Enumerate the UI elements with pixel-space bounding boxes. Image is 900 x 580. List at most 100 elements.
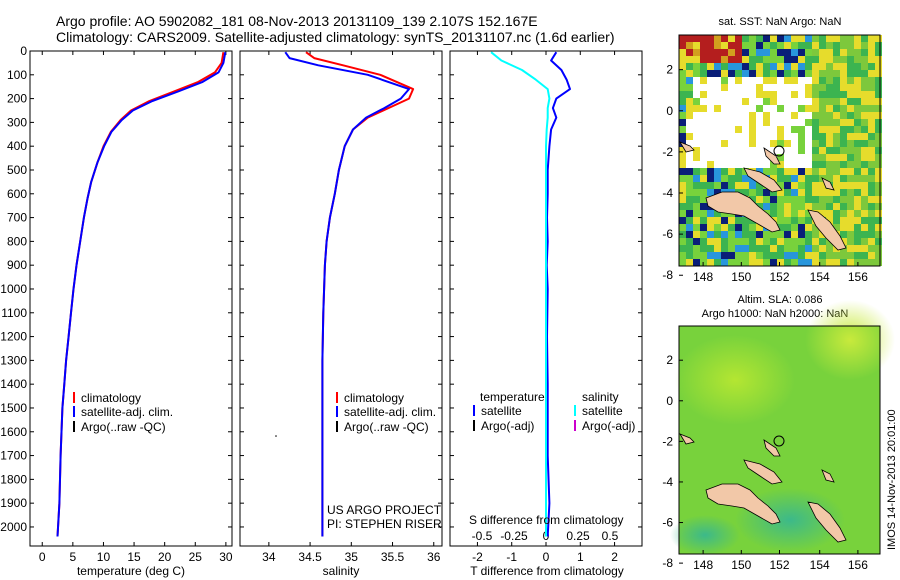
- sst-cell: [700, 42, 707, 49]
- sst-cell: [700, 217, 707, 224]
- salinity-xlabel: salinity: [323, 564, 360, 578]
- sst-cell: [805, 245, 812, 252]
- sst-cell: [798, 259, 805, 266]
- sst-cell: [847, 210, 854, 217]
- sst-cell: [742, 42, 749, 49]
- sst-cell: [679, 63, 686, 70]
- sst-cell: [749, 182, 756, 189]
- sst-cell: [686, 70, 693, 77]
- sst-cell: [679, 77, 686, 84]
- sst-cell: [679, 35, 686, 42]
- sst-cell: [805, 259, 812, 266]
- sst-cell: [679, 203, 686, 210]
- sst-cell: [679, 196, 686, 203]
- sst-map-cells: [679, 35, 882, 266]
- sst-cell: [679, 224, 686, 231]
- sst-cell: [868, 210, 875, 217]
- sst-cell: [749, 119, 756, 126]
- sst-cell: [868, 231, 875, 238]
- sst-cell: [868, 154, 875, 161]
- sst-cell: [875, 42, 882, 49]
- sst-cell: [756, 231, 763, 238]
- sst-cell: [819, 133, 826, 140]
- sst-cell: [679, 182, 686, 189]
- sst-cell: [840, 189, 847, 196]
- map-y-tick-label: -2: [662, 145, 673, 159]
- sst-cell: [756, 105, 763, 112]
- sst-cell: [742, 63, 749, 70]
- sst-cell: [784, 77, 791, 84]
- sst-cell: [749, 49, 756, 56]
- sst-cell: [777, 252, 784, 259]
- sst-cell: [840, 70, 847, 77]
- map-y-tick-label: -4: [662, 186, 673, 200]
- sst-cell: [826, 105, 833, 112]
- sst-cell: [742, 70, 749, 77]
- sst-cell: [763, 91, 770, 98]
- sst-cell: [826, 147, 833, 154]
- sst-cell: [854, 56, 861, 63]
- sst-cell: [854, 175, 861, 182]
- sst-cell: [728, 63, 735, 70]
- sst-cell: [756, 56, 763, 63]
- sst-cell: [840, 168, 847, 175]
- sst-cell: [833, 217, 840, 224]
- sst-cell: [840, 259, 847, 266]
- sst-cell: [805, 224, 812, 231]
- sst-cell: [840, 49, 847, 56]
- sst-cell: [777, 231, 784, 238]
- sst-cell: [721, 77, 728, 84]
- sst-cell: [784, 168, 791, 175]
- sst-cell: [707, 238, 714, 245]
- sst-cell: [798, 252, 805, 259]
- sst-cell: [679, 154, 686, 161]
- sst-cell: [686, 182, 693, 189]
- salinity-axes-frame: [239, 50, 443, 547]
- sst-cell: [826, 35, 833, 42]
- sst-cell: [728, 238, 735, 245]
- sst-cell: [798, 231, 805, 238]
- sst-cell: [686, 98, 693, 105]
- sla-map-land: [679, 433, 847, 543]
- sst-cell: [693, 238, 700, 245]
- sst-cell: [749, 42, 756, 49]
- sst-cell: [791, 203, 798, 210]
- sst-cell: [777, 63, 784, 70]
- sst-cell: [791, 42, 798, 49]
- sst-cell: [805, 231, 812, 238]
- figure-title-line2: Climatology: CARS2009. Satellite-adjuste…: [56, 29, 614, 45]
- sst-cell: [770, 259, 777, 266]
- sst-cell: [854, 210, 861, 217]
- sst-cell: [742, 189, 749, 196]
- sst-cell: [714, 210, 721, 217]
- sst-cell: [805, 210, 812, 217]
- sst-cell: [679, 217, 686, 224]
- sst-cell: [812, 175, 819, 182]
- sst-cell: [735, 231, 742, 238]
- sst-cell: [693, 154, 700, 161]
- sst-cell: [840, 140, 847, 147]
- sst-cell: [847, 140, 854, 147]
- salinity-x-axis: 34 34.5 35 35.5 36: [262, 51, 441, 564]
- legend-salinity-argo-label: Argo(-adj): [582, 419, 635, 433]
- sst-cell: [833, 189, 840, 196]
- sst-cell: [707, 49, 714, 56]
- sst-cell: [819, 105, 826, 112]
- sst-cell: [679, 98, 686, 105]
- sst-cell: [875, 224, 882, 231]
- sst-cell: [854, 224, 861, 231]
- sst-cell: [714, 245, 721, 252]
- sst-cell: [840, 161, 847, 168]
- sst-cell: [791, 182, 798, 189]
- imos-timestamp: IMOS 14-Nov-2013 20:01:00: [886, 409, 898, 550]
- sst-cell: [861, 147, 868, 154]
- salinity-stray-point: [275, 435, 277, 437]
- sst-cell: [777, 126, 784, 133]
- sst-cell: [742, 182, 749, 189]
- sst-cell: [819, 42, 826, 49]
- sst-cell: [742, 245, 749, 252]
- sst-cell: [812, 154, 819, 161]
- sst-cell: [777, 154, 784, 161]
- map-x-tick-label: 152: [769, 270, 789, 284]
- sst-cell: [833, 42, 840, 49]
